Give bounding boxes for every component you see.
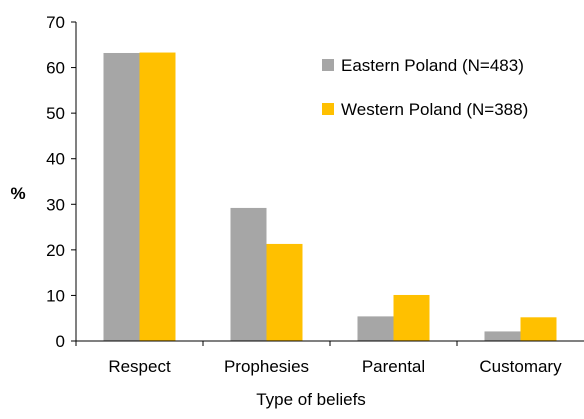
bar-prophesies-series-1 bbox=[230, 207, 267, 341]
x-category-label: Prophesies bbox=[224, 357, 309, 376]
x-category-label: Parental bbox=[362, 357, 425, 376]
legend: Eastern Poland (N=483) Western Poland (N=… bbox=[322, 56, 528, 119]
y-tick-label: 40 bbox=[46, 150, 65, 169]
y-tick-label: 30 bbox=[46, 195, 65, 214]
bar-respect-series-1 bbox=[103, 52, 140, 341]
x-category-label: Respect bbox=[108, 357, 171, 376]
legend-label-series-2: Western Poland (N=388) bbox=[341, 100, 528, 119]
y-tick-label: 70 bbox=[46, 13, 65, 32]
bar-respect-series-2 bbox=[139, 52, 176, 341]
y-axis-title: % bbox=[10, 184, 25, 203]
labels-layer: 0 10 20 30 40 50 60 70 Respect Prophesies Parental… bbox=[10, 13, 562, 409]
bar-prophesies-series-2 bbox=[266, 243, 303, 341]
y-tick-label: 60 bbox=[46, 59, 65, 78]
bar-customary-series-2 bbox=[520, 317, 557, 341]
bar-customary-series-1 bbox=[484, 331, 521, 341]
x-category-label: Customary bbox=[479, 357, 562, 376]
bars-layer bbox=[103, 52, 557, 341]
y-tick-label: 10 bbox=[46, 286, 65, 305]
x-axis-title: Type of beliefs bbox=[256, 390, 366, 409]
bar-parental-series-1 bbox=[357, 316, 394, 341]
bar-parental-series-2 bbox=[393, 294, 430, 341]
legend-label-series-1: Eastern Poland (N=483) bbox=[341, 56, 524, 75]
axes-layer bbox=[71, 21, 584, 346]
legend-swatch-series-1 bbox=[322, 59, 334, 71]
y-tick-label: 50 bbox=[46, 104, 65, 123]
legend-swatch-series-2 bbox=[322, 103, 334, 115]
y-tick-label: 20 bbox=[46, 241, 65, 260]
y-tick-label: 0 bbox=[56, 332, 65, 351]
